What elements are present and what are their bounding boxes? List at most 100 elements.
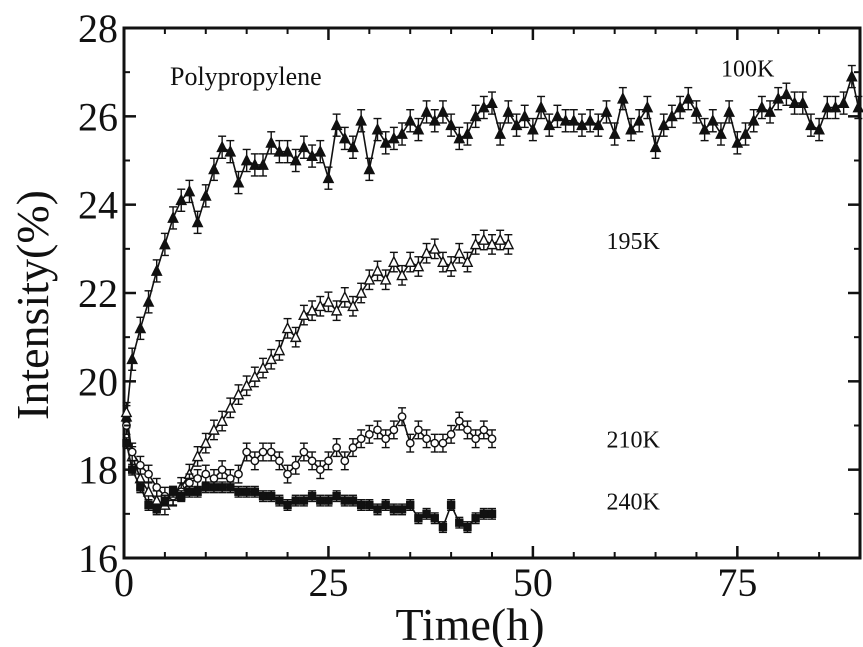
- data-point: [406, 500, 415, 510]
- data-point: [486, 237, 498, 250]
- data-point: [487, 434, 497, 444]
- data-point: [463, 522, 472, 532]
- data-point: [363, 272, 376, 285]
- data-point: [397, 505, 407, 514]
- data-point: [193, 474, 203, 483]
- data-point: [371, 122, 384, 135]
- data-point: [168, 487, 178, 496]
- data-point: [479, 509, 489, 519]
- data-point: [314, 299, 327, 312]
- data-point: [567, 113, 580, 126]
- data-point: [371, 264, 384, 276]
- data-point: [690, 105, 703, 117]
- data-point: [389, 425, 399, 435]
- y-axis-title: Intensity(%): [7, 190, 58, 420]
- y-tick-label: 16: [78, 536, 118, 581]
- x-tick-label: 75: [717, 560, 757, 605]
- data-point: [428, 242, 441, 254]
- data-point: [731, 136, 744, 148]
- data-point: [126, 352, 139, 365]
- data-point: [191, 215, 204, 228]
- data-point: [177, 491, 186, 501]
- data-point: [314, 144, 327, 157]
- data-point: [420, 246, 433, 259]
- data-point: [324, 456, 333, 466]
- series-layer: [120, 64, 863, 534]
- data-point: [340, 456, 350, 466]
- data-point: [373, 425, 382, 435]
- data-point: [723, 105, 735, 117]
- data-point: [543, 118, 556, 131]
- data-point: [159, 237, 171, 250]
- data-point: [348, 496, 358, 505]
- x-axis-title: Time(h): [395, 599, 544, 647]
- data-point: [257, 158, 269, 170]
- data-point: [347, 140, 359, 153]
- data-point: [249, 370, 261, 382]
- data-point: [413, 425, 423, 435]
- y-tick-label: 24: [78, 183, 118, 228]
- data-point: [338, 131, 351, 144]
- series-label-240k: 240K: [606, 489, 660, 515]
- data-point: [365, 500, 374, 510]
- data-point: [242, 487, 251, 496]
- data-point: [469, 237, 482, 250]
- data-point: [756, 100, 768, 113]
- data-point: [780, 87, 793, 100]
- data-point: [617, 91, 629, 104]
- data-point: [217, 483, 227, 492]
- data-point: [322, 295, 335, 307]
- data-point: [298, 140, 310, 153]
- data-point: [258, 491, 268, 501]
- data-point: [461, 127, 474, 139]
- data-point: [134, 321, 147, 334]
- data-point: [657, 118, 670, 131]
- data-point: [446, 429, 456, 439]
- data-point: [356, 434, 366, 444]
- data-point: [249, 158, 261, 170]
- data-point: [273, 343, 286, 356]
- chart-annotation: Polypropylene: [170, 62, 322, 91]
- data-point: [453, 131, 466, 144]
- data-point: [518, 109, 531, 122]
- data-point: [122, 438, 131, 448]
- data-point: [576, 118, 588, 131]
- data-point: [422, 509, 431, 519]
- data-point: [420, 105, 433, 117]
- data-point: [291, 496, 300, 505]
- data-point: [232, 175, 245, 188]
- data-point: [445, 118, 457, 131]
- data-point: [199, 436, 212, 449]
- data-point: [608, 127, 621, 139]
- data-point: [455, 518, 464, 527]
- data-point: [234, 487, 243, 496]
- data-point: [224, 401, 237, 413]
- data-point: [388, 255, 400, 267]
- data-point: [299, 447, 309, 457]
- data-point: [381, 500, 390, 510]
- data-point: [135, 460, 145, 470]
- data-point: [330, 118, 343, 131]
- y-tick-label: 20: [78, 359, 118, 404]
- data-point: [502, 105, 515, 117]
- data-point: [330, 303, 343, 316]
- data-point: [404, 255, 417, 267]
- data-point: [404, 113, 417, 126]
- data-point: [535, 100, 547, 113]
- data-point: [298, 308, 310, 320]
- data-point: [633, 113, 646, 126]
- data-point: [183, 184, 196, 197]
- data-point: [201, 483, 210, 492]
- data-point: [152, 482, 162, 492]
- data-point: [289, 330, 302, 343]
- data-point: [201, 469, 211, 479]
- data-point: [355, 113, 367, 126]
- data-point: [340, 496, 350, 505]
- data-point: [649, 140, 662, 153]
- data-point: [527, 122, 539, 135]
- data-point: [185, 487, 194, 496]
- data-point: [837, 96, 850, 108]
- data-point: [274, 456, 284, 466]
- data-point: [265, 136, 278, 148]
